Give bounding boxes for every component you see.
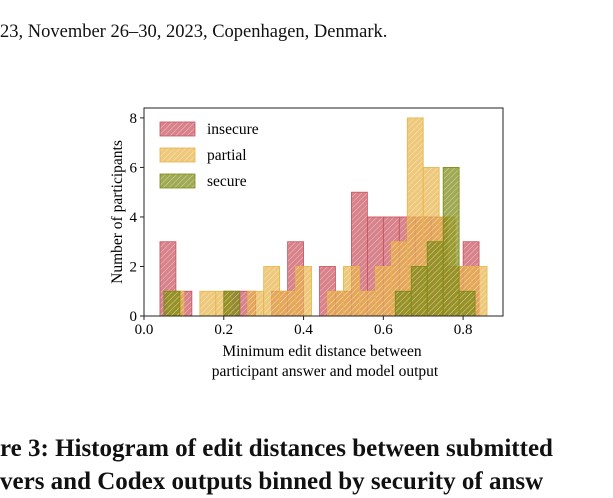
caption-line-2: vers and Codex outputs binned by securit… xyxy=(0,468,544,495)
insecure-legend-label: insecure xyxy=(207,121,259,138)
partial-legend-label: partial xyxy=(207,147,247,164)
partial-bar xyxy=(263,266,281,317)
secure-bar xyxy=(394,290,412,317)
x-axis-label-line1: Minimum edit distance between xyxy=(222,343,422,360)
x-axis-label-line2: participant answer and model output xyxy=(212,363,439,380)
x-tick-label: 0.4 xyxy=(294,322,313,338)
legend: insecure partial secure xyxy=(159,121,259,190)
x-tick-label: 0.0 xyxy=(135,322,154,338)
running-header: 23, November 26–30, 2023, Copenhagen, De… xyxy=(0,22,388,42)
partial-bar xyxy=(374,266,392,317)
secure-legend-swatch xyxy=(159,173,196,189)
insecure-legend-swatch xyxy=(159,121,196,137)
partial-bar xyxy=(343,266,360,317)
partial-bar xyxy=(279,290,296,317)
y-tick-label: 4 xyxy=(130,210,138,226)
figure-caption: re 3: Histogram of edit distances betwee… xyxy=(0,432,613,498)
histogram-chart: 0.0 0.2 0.4 0.6 0.8 0 2 4 6 8 insecure partial secu… xyxy=(109,107,504,380)
secure-bar xyxy=(163,290,181,317)
secure-bar xyxy=(458,290,476,317)
secure-bar xyxy=(426,241,444,317)
x-tick-label: 0.2 xyxy=(214,322,233,338)
partial-bar xyxy=(247,290,265,317)
secure-bar xyxy=(442,167,460,317)
partial-bar xyxy=(327,290,344,317)
partial-legend-swatch xyxy=(159,147,196,163)
y-tick-label: 2 xyxy=(130,259,138,275)
secure-bar xyxy=(223,290,241,317)
caption-line-1: re 3: Histogram of edit distances betwee… xyxy=(0,435,553,462)
partial-bar xyxy=(199,290,217,317)
x-tick-label: 0.6 xyxy=(374,322,393,338)
x-tick-label: 0.8 xyxy=(454,322,473,338)
y-tick-label: 6 xyxy=(130,160,138,176)
y-axis-label: Number of participants xyxy=(109,140,126,284)
y-tick-label: 0 xyxy=(130,309,138,325)
plot-frame xyxy=(143,107,504,317)
y-tick-label: 8 xyxy=(130,111,138,127)
secure-bar xyxy=(410,266,428,317)
secure-legend-label: secure xyxy=(207,173,247,190)
partial-bar xyxy=(358,290,376,317)
partial-bar xyxy=(295,266,312,317)
axis-ticks: 0.0 0.2 0.4 0.6 0.8 0 2 4 6 8 xyxy=(130,111,473,338)
plot-bars xyxy=(159,117,488,317)
